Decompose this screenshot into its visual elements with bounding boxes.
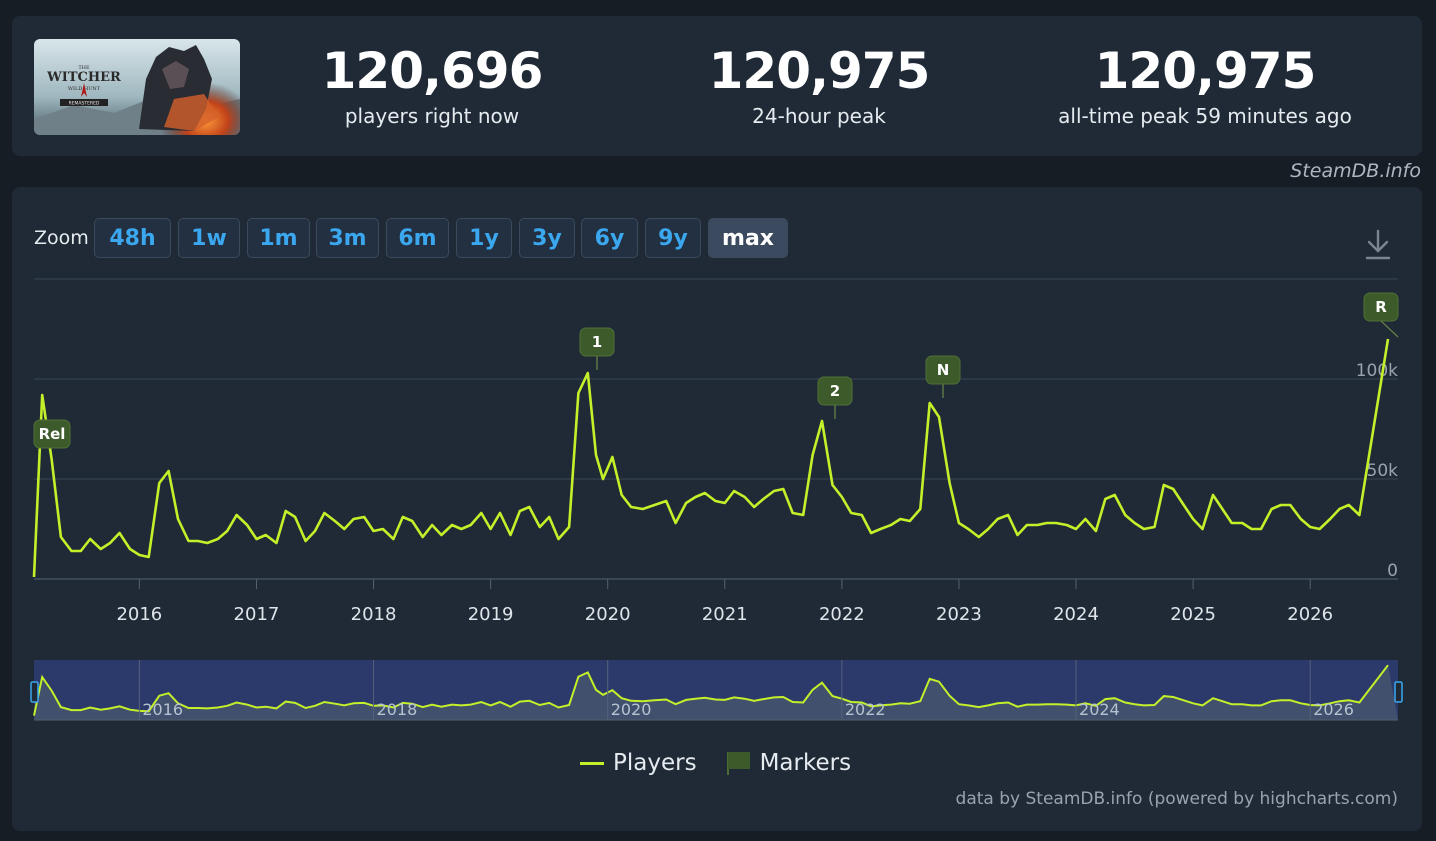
zoom-6y-button[interactable]: 6y [581, 218, 638, 258]
zoom-1m-button[interactable]: 1m [247, 218, 310, 258]
stat-alltime-peak: 120,975 all-time peak 59 minutes ago [1025, 40, 1385, 128]
peak24-value: 120,975 [708, 42, 931, 100]
x-tick-label: 2024 [1053, 604, 1099, 625]
marker-1[interactable]: 1 [579, 327, 615, 370]
marker-n[interactable]: N [925, 355, 961, 398]
zoom-max-button[interactable]: max [708, 218, 788, 258]
chart-legend: Players Markers [580, 750, 879, 776]
stats-banner: THE WITCHER WILD HUNT REMASTERED 120,696… [12, 16, 1422, 156]
logo-remastered: REMASTERED [69, 101, 100, 107]
marker-label: 1 [592, 333, 602, 351]
y-gridlines: 0 50k 100k [34, 361, 1398, 581]
peak24-label: 24-hour peak [752, 104, 886, 128]
legend-item-markers[interactable]: Markers [725, 750, 851, 776]
marker-label: N [937, 361, 950, 379]
stat-24h-peak: 120,975 24-hour peak [639, 40, 999, 128]
players-series[interactable] [32, 338, 1390, 578]
zoom-label: Zoom [34, 227, 89, 249]
x-tick-label: 2022 [819, 604, 865, 625]
navigator-tick-label: 2018 [377, 700, 418, 719]
marker-label: Rel [39, 425, 66, 443]
current-players-value: 120,696 [321, 42, 544, 100]
logo-witcher: WITCHER [46, 70, 121, 85]
x-tick-label: 2019 [468, 604, 514, 625]
navigator-tick-label: 2020 [611, 700, 652, 719]
x-tick-label: 2025 [1170, 604, 1216, 625]
x-tick-label: 2026 [1287, 604, 1333, 625]
x-tick-label: 2018 [351, 604, 397, 625]
chart-credit[interactable]: data by SteamDB.info (powered by highcha… [955, 789, 1398, 809]
game-cover-art: THE WITCHER WILD HUNT REMASTERED [34, 39, 240, 135]
navigator-tick-label: 2016 [142, 700, 183, 719]
zoom-6m-button[interactable]: 6m [386, 218, 449, 258]
navigator-tick-label: 2026 [1313, 700, 1354, 719]
player-count-chart[interactable]: 0 50k 100k 2016 2017 2018 2019 2020 2021 2022 202… [12, 187, 1422, 747]
game-thumbnail[interactable]: THE WITCHER WILD HUNT REMASTERED [34, 39, 240, 135]
y-tick-label: 100k [1356, 361, 1398, 381]
marker-rel[interactable]: Rel [33, 419, 71, 449]
navigator-tick-label: 2022 [845, 700, 886, 719]
legend-players-label: Players [613, 750, 697, 776]
marker-2[interactable]: 2 [817, 376, 853, 419]
zoom-48h-button[interactable]: 48h [94, 218, 171, 258]
x-axis: 2016 2017 2018 2019 2020 2021 2022 2023 2024 2025… [116, 579, 1333, 625]
alltime-peak-value: 120,975 [1094, 42, 1317, 100]
x-tick-label: 2023 [936, 604, 982, 625]
navigator-line [33, 664, 1389, 716]
x-tick-label: 2020 [585, 604, 631, 625]
players-line[interactable] [32, 338, 1390, 578]
zoom-3y-button[interactable]: 3y [519, 218, 575, 258]
zoom-1w-button[interactable]: 1w [178, 218, 240, 258]
x-tick-label: 2017 [234, 604, 280, 625]
players-line-icon [580, 761, 604, 765]
y-tick-label: 50k [1367, 461, 1399, 481]
navigator[interactable]: 2016 2018 2020 2022 2024 2026 [30, 660, 1403, 721]
zoom-3m-button[interactable]: 3m [316, 218, 379, 258]
navigator-left-handle[interactable] [30, 681, 39, 703]
marker-label: 2 [830, 382, 840, 400]
marker-r[interactable]: R [1363, 292, 1399, 338]
chart-markers[interactable]: Rel 1 2 N R [33, 292, 1399, 449]
zoom-1y-button[interactable]: 1y [456, 218, 512, 258]
flag-icon [726, 752, 750, 775]
alltime-peak-label: all-time peak 59 minutes ago [1058, 104, 1352, 128]
x-tick-label: 2016 [116, 604, 162, 625]
navigator-right-handle[interactable] [1394, 681, 1403, 703]
legend-item-players[interactable]: Players [580, 750, 697, 776]
download-icon[interactable] [1364, 229, 1392, 261]
steamdb-brand[interactable]: SteamDB.info [1290, 160, 1421, 182]
chart-panel: Zoom 48h 1w 1m 3m 6m 1y 3y 6y 9y max 0 50… [12, 187, 1422, 831]
x-tick-label: 2021 [702, 604, 748, 625]
zoom-9y-button[interactable]: 9y [645, 218, 701, 258]
y-tick-label: 0 [1387, 561, 1398, 581]
legend-markers-label: Markers [759, 750, 852, 776]
current-players-label: players right now [344, 104, 520, 128]
stat-current-players: 120,696 players right now [252, 40, 612, 128]
logo-the: THE [78, 65, 90, 71]
marker-label: R [1375, 298, 1387, 316]
navigator-tick-label: 2024 [1079, 700, 1120, 719]
